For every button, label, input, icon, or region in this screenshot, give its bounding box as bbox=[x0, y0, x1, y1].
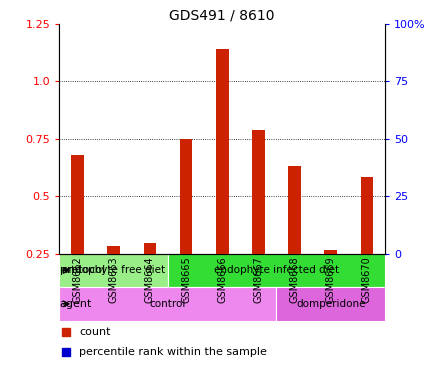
Title: GDS491 / 8610: GDS491 / 8610 bbox=[169, 9, 275, 23]
Text: control: control bbox=[150, 299, 186, 309]
Bar bbox=[143, 243, 156, 254]
Bar bbox=[216, 49, 228, 254]
Bar bbox=[59, 254, 95, 311]
Point bbox=[363, 212, 370, 217]
Bar bbox=[95, 254, 132, 311]
Bar bbox=[107, 246, 120, 254]
Bar bbox=[313, 254, 349, 311]
Text: agent: agent bbox=[60, 299, 92, 309]
Bar bbox=[132, 254, 168, 311]
Bar bbox=[59, 254, 168, 287]
Text: count: count bbox=[79, 327, 110, 337]
Bar bbox=[276, 287, 385, 321]
Point bbox=[219, 114, 226, 120]
Bar bbox=[59, 287, 276, 321]
Point bbox=[147, 247, 154, 253]
Bar bbox=[204, 254, 240, 311]
Bar bbox=[180, 139, 192, 254]
Text: percentile rank within the sample: percentile rank within the sample bbox=[79, 347, 267, 357]
Point bbox=[327, 247, 334, 253]
Bar bbox=[349, 254, 385, 311]
Text: protocol: protocol bbox=[60, 265, 105, 275]
Bar bbox=[288, 166, 301, 254]
Text: endophyte infected diet: endophyte infected diet bbox=[214, 265, 339, 275]
Text: domperidone: domperidone bbox=[296, 299, 366, 309]
Bar bbox=[240, 254, 276, 311]
Point bbox=[110, 246, 117, 252]
Bar bbox=[71, 155, 84, 254]
Bar bbox=[276, 254, 313, 311]
Bar bbox=[361, 177, 373, 254]
Bar bbox=[324, 250, 337, 254]
Bar bbox=[168, 254, 204, 311]
Text: endophyte free diet: endophyte free diet bbox=[62, 265, 165, 275]
Point bbox=[291, 194, 298, 200]
Bar bbox=[168, 254, 385, 287]
Bar bbox=[252, 130, 265, 254]
Point bbox=[183, 185, 190, 191]
Point bbox=[74, 190, 81, 196]
Point bbox=[255, 178, 262, 184]
